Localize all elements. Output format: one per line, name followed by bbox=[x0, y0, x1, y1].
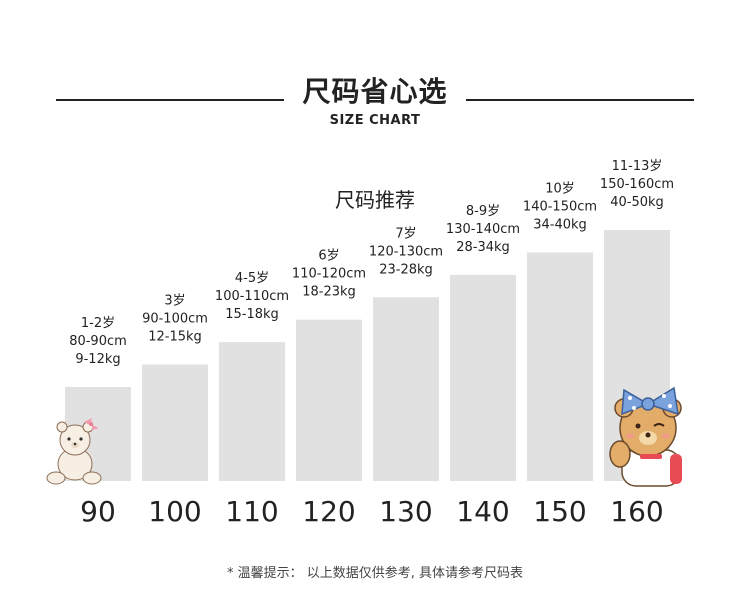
bar-150 bbox=[527, 252, 593, 481]
bar-label-age-160: 11-13岁 bbox=[612, 159, 663, 174]
bar-label-height-150: 140-150cm bbox=[523, 199, 597, 214]
bar-140 bbox=[450, 274, 516, 481]
bar-label-weight-110: 15-18kg bbox=[225, 307, 279, 322]
bar-label-height-90: 80-90cm bbox=[69, 334, 127, 349]
bar-label-age-120: 6岁 bbox=[318, 249, 339, 264]
recommend-label: 尺码推荐 bbox=[335, 188, 415, 212]
bar-label-weight-160: 40-50kg bbox=[610, 195, 664, 210]
bar-label-height-140: 130-140cm bbox=[446, 222, 520, 237]
bar-label-age-90: 1-2岁 bbox=[81, 316, 115, 331]
bar-label-age-140: 8-9岁 bbox=[466, 204, 500, 219]
bear-bow-icon bbox=[609, 386, 682, 487]
x-tick-150: 150 bbox=[533, 495, 586, 528]
x-tick-130: 130 bbox=[379, 495, 432, 528]
bar-120 bbox=[296, 319, 362, 481]
page-title: 尺码省心选 bbox=[302, 75, 448, 108]
bar-100 bbox=[142, 364, 208, 481]
title-rule-right bbox=[466, 99, 694, 101]
bar-110 bbox=[219, 342, 285, 481]
bear-small-icon bbox=[46, 418, 102, 485]
bar-label-age-130: 7岁 bbox=[395, 226, 416, 241]
x-tick-160: 160 bbox=[610, 495, 663, 528]
x-tick-100: 100 bbox=[148, 495, 201, 528]
x-tick-90: 90 bbox=[80, 495, 116, 528]
bar-label-age-100: 3岁 bbox=[164, 294, 185, 309]
x-tick-110: 110 bbox=[225, 495, 278, 528]
bar-label-weight-150: 34-40kg bbox=[533, 217, 587, 232]
x-tick-120: 120 bbox=[302, 495, 355, 528]
footer-note: * 温馨提示： 以上数据仅供参考, 具体请参考尺码表 bbox=[226, 566, 524, 581]
bar-label-weight-140: 28-34kg bbox=[456, 240, 510, 255]
bar-label-weight-100: 12-15kg bbox=[148, 330, 202, 345]
bar-label-height-160: 150-160cm bbox=[600, 177, 674, 192]
x-tick-140: 140 bbox=[456, 495, 509, 528]
bar-label-age-110: 4-5岁 bbox=[235, 271, 269, 286]
bar-label-weight-130: 23-28kg bbox=[379, 262, 433, 277]
bar-label-height-100: 90-100cm bbox=[142, 312, 208, 327]
bar-label-weight-90: 9-12kg bbox=[75, 352, 120, 367]
page-subtitle: SIZE CHART bbox=[329, 113, 421, 128]
bar-label-weight-120: 18-23kg bbox=[302, 285, 356, 300]
bar-label-height-130: 120-130cm bbox=[369, 244, 443, 259]
bar-label-height-120: 110-120cm bbox=[292, 267, 366, 282]
title-rule-left bbox=[56, 99, 284, 101]
bar-label-age-150: 10岁 bbox=[545, 181, 575, 196]
bar-label-height-110: 100-110cm bbox=[215, 289, 289, 304]
bar-130 bbox=[373, 297, 439, 481]
